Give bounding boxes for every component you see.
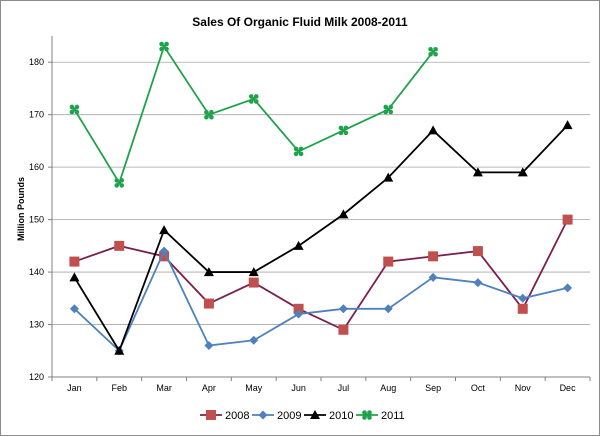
data-point (473, 278, 483, 288)
data-point (114, 178, 125, 188)
data-point (159, 41, 169, 52)
data-point (338, 304, 348, 314)
legend-label: 2011 (381, 410, 405, 422)
data-point (69, 272, 80, 282)
series-2010 (69, 120, 573, 355)
data-point (383, 304, 393, 314)
x-tick-labels: Jan Feb Mar Apr May Jun Jul Aug Sep Oct Nov Dec (67, 383, 576, 393)
y-tick-label: 180 (29, 57, 44, 67)
series-2009 (69, 246, 573, 356)
series-2008 (69, 214, 573, 335)
data-point (159, 246, 169, 256)
data-point (518, 293, 528, 303)
legend-label: 2009 (277, 410, 301, 422)
data-point (383, 172, 394, 182)
x-tick-label: Dec (560, 383, 577, 393)
x-tick-label: Jun (291, 383, 306, 393)
y-tick-label: 150 (29, 215, 44, 225)
series-line (73, 124, 569, 353)
x-tick-label: Mar (156, 383, 172, 393)
data-point (69, 304, 79, 314)
data-point (159, 225, 170, 235)
x-tick-label: Feb (111, 383, 127, 393)
data-point (203, 267, 214, 277)
gridlines (52, 61, 590, 325)
x-tick-label: Nov (515, 383, 532, 393)
data-point (562, 214, 573, 225)
legend-marker (206, 410, 216, 420)
y-tick-label: 140 (29, 267, 44, 277)
data-point (472, 246, 483, 257)
data-point (383, 104, 394, 115)
x-tick-label: Jul (338, 383, 350, 393)
legend-marker (362, 410, 372, 420)
legend-label: 2008 (225, 410, 249, 422)
data-point (428, 272, 438, 282)
series-2011 (69, 41, 438, 188)
data-point (203, 298, 214, 309)
data-point (204, 341, 214, 351)
data-point (428, 251, 439, 262)
y-tick-label: 170 (29, 110, 44, 120)
x-tick-label: Oct (471, 383, 486, 393)
legend: 2008 2009 2010 2011 (200, 410, 405, 422)
data-point (159, 251, 170, 262)
data-point (338, 125, 349, 136)
data-point (248, 277, 259, 288)
data-point (562, 120, 573, 130)
y-axis-title: Million Pounds (16, 177, 26, 241)
data-point (517, 167, 528, 177)
y-tick-label: 160 (29, 162, 44, 172)
y-tick-labels: 120 130 140 150 160 170 180 (29, 57, 44, 382)
data-point (114, 345, 125, 355)
data-point (249, 335, 259, 345)
data-point (293, 146, 304, 157)
series-line (73, 248, 568, 353)
chart-title: Sales Of Organic Fluid Milk 2008-2011 (192, 15, 408, 29)
data-point (204, 109, 214, 120)
data-point (517, 303, 528, 314)
data-point (428, 125, 439, 135)
data-point (248, 94, 259, 104)
legend-item: 2010 (304, 410, 353, 422)
data-point (293, 303, 304, 314)
y-tick-label: 120 (29, 372, 44, 382)
x-tick-label: May (245, 383, 263, 393)
data-point (69, 256, 80, 267)
legend-marker (310, 410, 320, 419)
data-point (114, 240, 125, 251)
series-line (74, 219, 569, 331)
legend-marker (258, 410, 268, 420)
data-point (293, 240, 304, 250)
legend-item: 2011 (356, 410, 405, 422)
x-tick-label: Aug (380, 383, 396, 393)
axes (48, 36, 591, 381)
data-point (338, 209, 349, 219)
data-point (383, 256, 394, 267)
legend-item: 2009 (252, 410, 301, 422)
plot-series (69, 41, 573, 356)
data-point (248, 267, 259, 277)
x-tick-label: Jan (67, 383, 82, 393)
x-tick-label: Sep (425, 383, 441, 393)
data-point (294, 309, 304, 319)
data-point (338, 324, 349, 335)
data-point (563, 283, 573, 293)
x-tick-label: Apr (202, 383, 216, 393)
legend-label: 2010 (329, 410, 353, 422)
data-point (472, 167, 483, 177)
y-tick-label: 130 (29, 320, 44, 330)
data-point (428, 46, 438, 57)
legend-item: 2008 (200, 410, 249, 422)
data-point (69, 104, 80, 115)
